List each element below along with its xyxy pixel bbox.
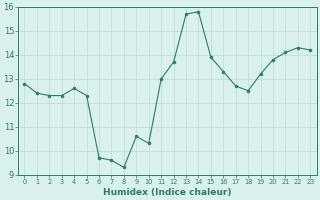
X-axis label: Humidex (Indice chaleur): Humidex (Indice chaleur)	[103, 188, 232, 197]
